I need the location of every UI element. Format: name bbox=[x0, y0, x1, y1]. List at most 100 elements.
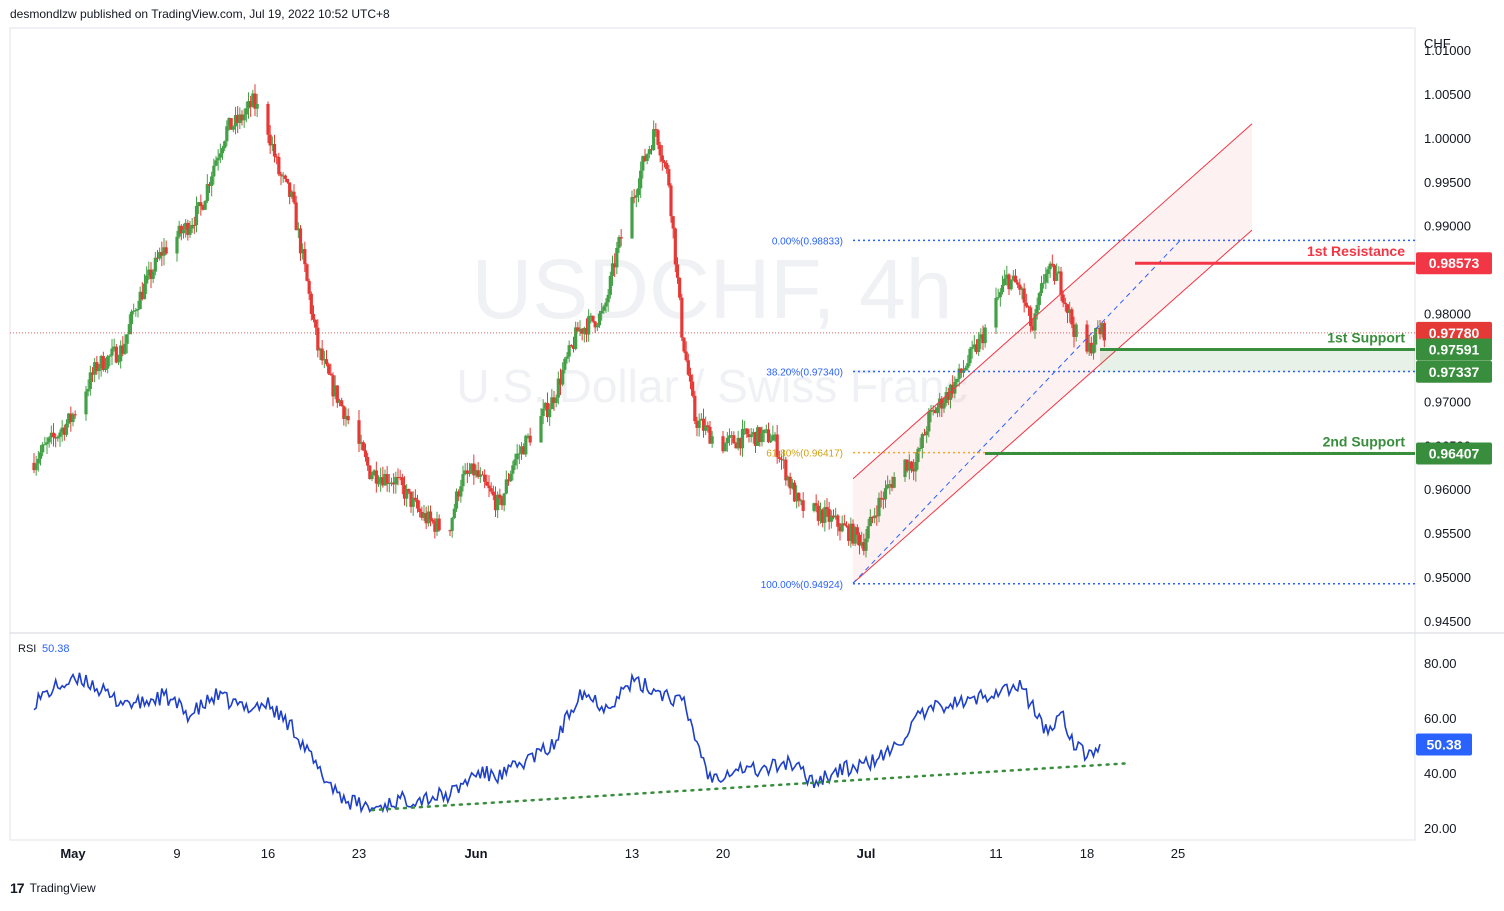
candle-body bbox=[907, 461, 911, 471]
candle-body bbox=[437, 518, 441, 531]
candle-body bbox=[56, 436, 60, 439]
candle-body bbox=[732, 435, 736, 444]
candle-body bbox=[539, 416, 543, 443]
candle-body bbox=[662, 161, 667, 164]
candle-body bbox=[121, 345, 125, 354]
candle-body bbox=[101, 356, 105, 371]
candle-body bbox=[1005, 274, 1009, 279]
candle-body bbox=[886, 484, 890, 489]
candle-body bbox=[478, 474, 482, 477]
candle-body bbox=[665, 163, 669, 170]
candle-body bbox=[580, 328, 584, 334]
candle-body bbox=[831, 515, 836, 518]
candle-body bbox=[461, 474, 465, 487]
candle-body bbox=[790, 482, 794, 489]
candle-body bbox=[249, 101, 253, 107]
candle-body bbox=[515, 453, 519, 460]
candle-body bbox=[942, 403, 946, 409]
candle-body bbox=[158, 252, 162, 259]
candle-body bbox=[298, 228, 303, 254]
candle-body bbox=[64, 423, 69, 435]
candle-body bbox=[366, 457, 370, 466]
candle-body bbox=[964, 367, 968, 371]
candle-body bbox=[320, 348, 324, 361]
candle-body bbox=[517, 453, 521, 455]
candle-body bbox=[244, 108, 248, 115]
candle-body bbox=[576, 327, 580, 332]
candle-body bbox=[472, 463, 476, 476]
candle-body bbox=[270, 144, 274, 146]
candle-body bbox=[595, 325, 599, 328]
fib-level-label: 0.00%(0.98833) bbox=[772, 236, 843, 247]
candle-body bbox=[1009, 279, 1013, 290]
candle-body bbox=[548, 409, 552, 418]
candle-body bbox=[459, 486, 463, 497]
candle-body bbox=[1031, 326, 1035, 331]
candle-body bbox=[359, 442, 363, 444]
candle-body bbox=[563, 358, 567, 370]
candle-body bbox=[335, 385, 339, 403]
time-tick-label: 23 bbox=[352, 846, 366, 861]
candle-body bbox=[357, 420, 361, 444]
time-tick-label: 11 bbox=[989, 846, 1003, 861]
candle-body bbox=[567, 345, 571, 357]
candle-body bbox=[88, 372, 92, 389]
candle-body bbox=[912, 468, 916, 472]
candle-body bbox=[1059, 271, 1063, 295]
candle-body bbox=[736, 437, 740, 449]
candle-body bbox=[38, 452, 43, 459]
candle-body bbox=[922, 434, 927, 436]
candle-body bbox=[400, 477, 404, 486]
candle-body bbox=[251, 93, 255, 107]
candle-body bbox=[769, 440, 773, 443]
candle-body bbox=[411, 497, 415, 507]
price-tick-label: 0.95500 bbox=[1424, 526, 1471, 541]
price-tick-label: 0.95000 bbox=[1424, 570, 1471, 585]
candle-body bbox=[968, 348, 972, 364]
candle-body bbox=[51, 432, 56, 437]
candle-body bbox=[1003, 278, 1007, 286]
candle-body bbox=[727, 435, 732, 438]
candle-body bbox=[730, 435, 734, 437]
candle-body bbox=[123, 343, 127, 354]
candle-body bbox=[138, 291, 142, 310]
candle-body bbox=[1070, 309, 1074, 325]
candle-body bbox=[970, 347, 974, 349]
candle-body bbox=[816, 505, 820, 521]
candle-body bbox=[470, 463, 474, 474]
level-tag bbox=[1416, 442, 1492, 465]
time-tick-label: 16 bbox=[261, 846, 275, 861]
candle-body bbox=[283, 175, 287, 179]
candle-body bbox=[142, 283, 147, 300]
rsi-value-tag bbox=[1416, 733, 1472, 756]
candle-body bbox=[656, 130, 660, 145]
time-tick-label: 13 bbox=[625, 846, 639, 861]
candle-body bbox=[825, 507, 829, 510]
level-name: 2nd Support bbox=[1323, 433, 1406, 449]
last-price-value: 0.97780 bbox=[1429, 325, 1480, 341]
candle-body bbox=[1063, 302, 1067, 305]
price-tick-label: 1.00000 bbox=[1424, 131, 1471, 146]
candle-body bbox=[870, 516, 875, 519]
time-tick-label: Jul bbox=[857, 846, 876, 861]
candle-body bbox=[1046, 269, 1050, 275]
candle-body bbox=[496, 494, 500, 511]
candle-body bbox=[1096, 327, 1100, 329]
candle-body bbox=[229, 118, 233, 130]
candle-body bbox=[853, 527, 857, 544]
rsi-tick-label: 80.00 bbox=[1424, 656, 1457, 671]
candle-body bbox=[500, 498, 504, 506]
candle-body bbox=[97, 368, 101, 372]
tradingview-brand: TradingView bbox=[29, 881, 96, 895]
candle-body bbox=[578, 328, 582, 332]
channel-upper bbox=[852, 123, 1253, 480]
candle-body bbox=[864, 538, 868, 551]
candle-body bbox=[1050, 263, 1054, 266]
candle-body bbox=[918, 447, 922, 449]
candle-body bbox=[327, 364, 331, 374]
candle-body bbox=[422, 513, 426, 518]
candle-body bbox=[753, 432, 758, 446]
candle-body bbox=[892, 477, 896, 488]
candle-body bbox=[1007, 274, 1011, 290]
